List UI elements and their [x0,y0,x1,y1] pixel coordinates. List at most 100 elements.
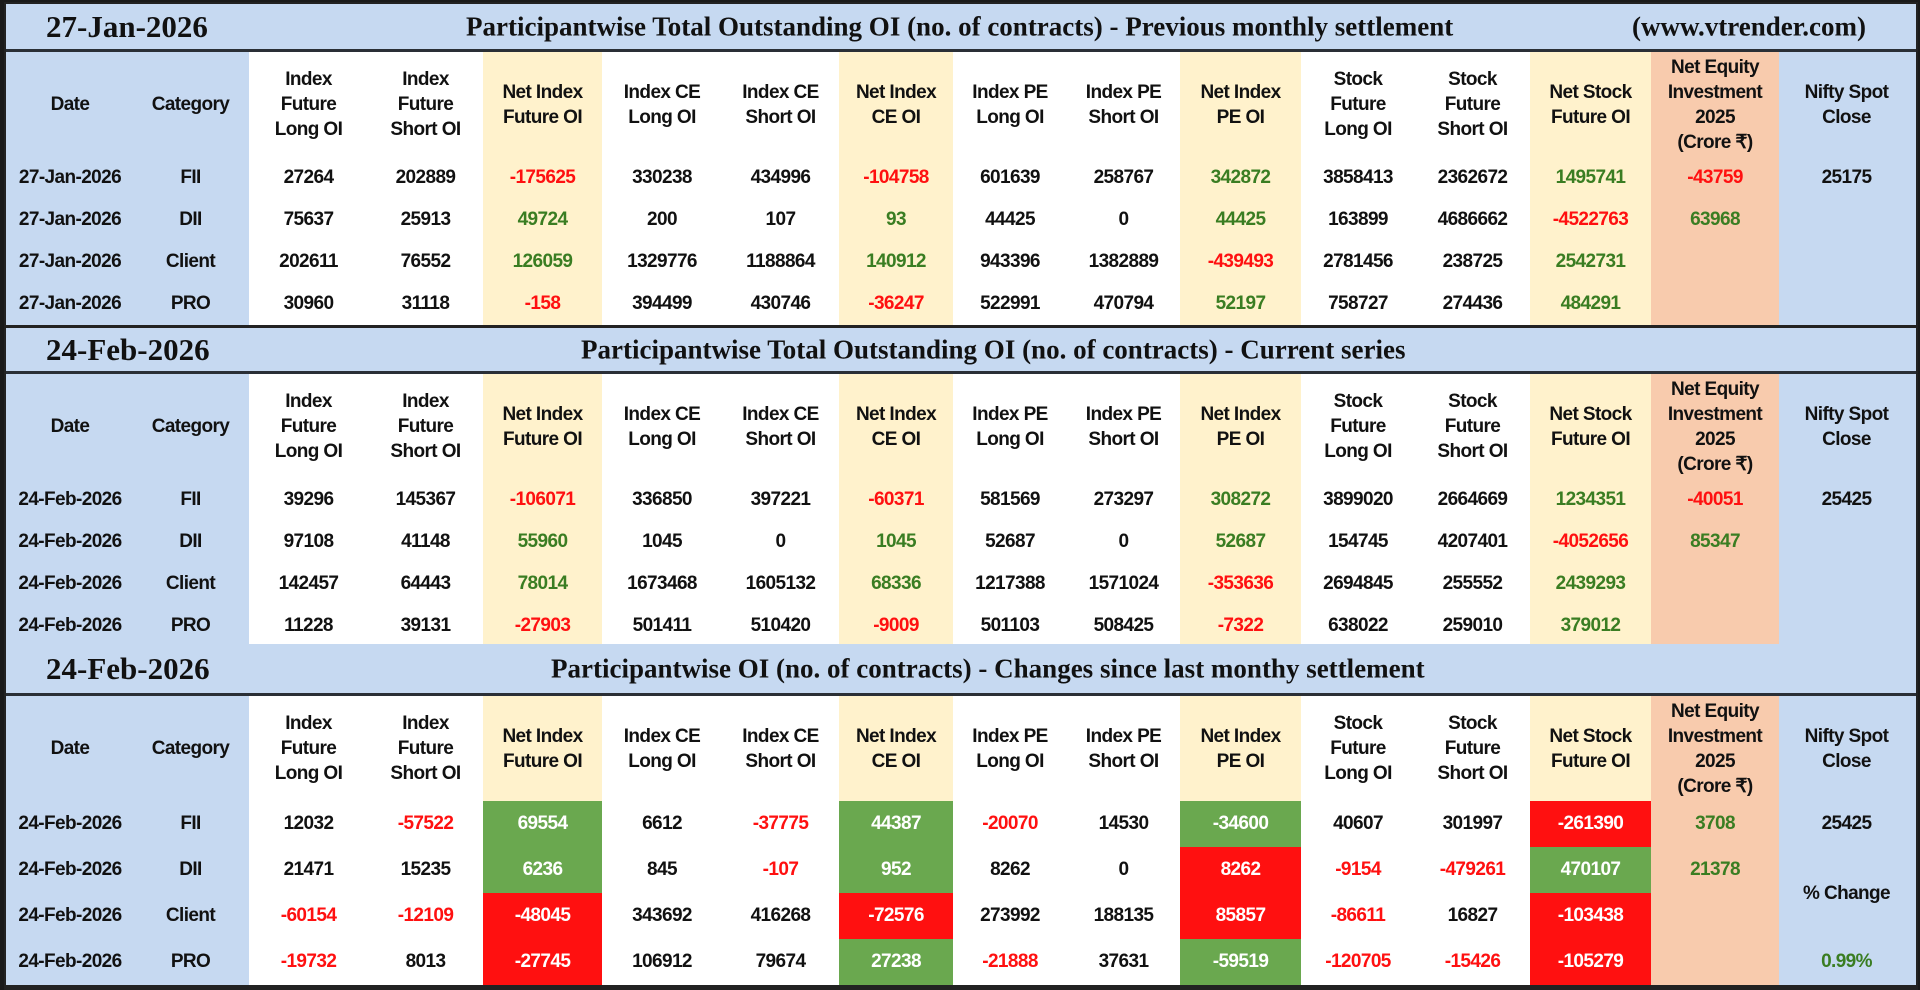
row-category: DII [132,199,249,241]
cell-index-ce-long: 501411 [602,605,722,647]
table-row: 27-Jan-2026 DII 75637 25913 49724 200 107 93 44… [8,199,1914,241]
row-date: 27-Jan-2026 [8,283,132,325]
cell-net-stock-future: -261390 [1530,801,1651,847]
column-header: Net Index Future OI [483,52,602,157]
cell-net-index-pe: 308272 [1180,479,1301,521]
cell-nifty-spot-close: 0.99% [1779,939,1914,985]
cell-nifty-spot-close: 25425 [1779,479,1914,521]
cell-net-index-ce: 952 [839,847,953,893]
row-category: FII [132,801,249,847]
cell-net-equity-investment [1651,241,1779,283]
column-header: Index Future Long OI [249,696,368,801]
column-header: Index Future Short OI [368,52,483,157]
section-date: 24-Feb-2026 [46,331,210,367]
cell-stock-future-long: 40607 [1301,801,1415,847]
section-2: 24-Feb-2026 Participantwise Total Outsta… [6,328,1916,650]
cell-index-pe-short: 258767 [1067,157,1180,199]
cell-stock-future-short: 301997 [1415,801,1530,847]
cell-index-pe-short: 470794 [1067,283,1180,325]
cell-index-pe-short: 508425 [1067,605,1180,647]
cell-index-future-short: 39131 [368,605,483,647]
column-header: Index CE Short OI [722,696,839,801]
cell-index-ce-short: 1605132 [722,563,839,605]
column-header: Index CE Short OI [722,374,839,479]
cell-index-future-long: 30960 [249,283,368,325]
cell-net-index-future: -48045 [483,893,602,939]
cell-stock-future-short: -479261 [1415,847,1530,893]
cell-net-equity-investment [1651,283,1779,325]
row-date: 24-Feb-2026 [8,521,132,563]
cell-index-future-long: 202611 [249,241,368,283]
section-title: Participantwise Total Outstanding OI (no… [581,334,1406,364]
cell-index-ce-long: 343692 [602,893,722,939]
cell-index-future-short: 31118 [368,283,483,325]
column-header: Index PE Short OI [1067,696,1180,801]
cell-net-index-future: -27903 [483,605,602,647]
row-category: FII [132,157,249,199]
cell-index-pe-short: 37631 [1067,939,1180,985]
cell-index-ce-short: -107 [722,847,839,893]
cell-net-index-ce: -36247 [839,283,953,325]
column-header: Category [132,52,249,157]
cell-net-stock-future: 1495741 [1530,157,1651,199]
cell-index-pe-short: 1571024 [1067,563,1180,605]
cell-index-future-short: -57522 [368,801,483,847]
cell-net-equity-investment [1651,563,1779,605]
section-title-bar: 27-Jan-2026 Participantwise Total Outsta… [6,4,1916,52]
cell-index-ce-short: 0 [722,521,839,563]
cell-net-stock-future: 2439293 [1530,563,1651,605]
section-title: Participantwise OI (no. of contracts) - … [551,653,1425,683]
cell-stock-future-short: 238725 [1415,241,1530,283]
column-header: Net Index CE OI [839,52,953,157]
table-row: 27-Jan-2026 PRO 30960 31118 -158 394499 43074… [8,283,1914,325]
cell-index-future-short: 8013 [368,939,483,985]
cell-index-ce-long: 200 [602,199,722,241]
cell-stock-future-long: 638022 [1301,605,1415,647]
cell-stock-future-short: 4207401 [1415,521,1530,563]
cell-net-index-future: 49724 [483,199,602,241]
cell-stock-future-long: 163899 [1301,199,1415,241]
cell-index-pe-long: -20070 [953,801,1067,847]
cell-index-pe-long: 522991 [953,283,1067,325]
cell-index-future-long: 21471 [249,847,368,893]
row-date: 27-Jan-2026 [8,157,132,199]
header-row: Date Category Index Future Long OI Index Fu… [8,52,1914,157]
website-link[interactable]: (www.vtrender.com) [1632,11,1866,41]
cell-index-ce-long: 336850 [602,479,722,521]
cell-nifty-spot-close: 25425 [1779,801,1914,847]
cell-index-ce-long: 1673468 [602,563,722,605]
cell-index-ce-short: -37775 [722,801,839,847]
cell-index-pe-long: 8262 [953,847,1067,893]
column-header: Net Index PE OI [1180,374,1301,479]
column-header: Net Index PE OI [1180,696,1301,801]
column-header: Stock Future Long OI [1301,374,1415,479]
cell-index-pe-long: 501103 [953,605,1067,647]
cell-index-ce-long: 394499 [602,283,722,325]
column-header: Net Index CE OI [839,374,953,479]
cell-index-ce-short: 430746 [722,283,839,325]
cell-nifty-spot-close: 25175 [1779,157,1914,199]
cell-net-index-ce: 1045 [839,521,953,563]
cell-index-pe-long: 1217388 [953,563,1067,605]
cell-net-equity-investment: 85347 [1651,521,1779,563]
column-header: Index CE Short OI [722,52,839,157]
column-header: Index CE Long OI [602,374,722,479]
cell-stock-future-long: -9154 [1301,847,1415,893]
cell-index-ce-short: 434996 [722,157,839,199]
row-date: 27-Jan-2026 [8,241,132,283]
cell-net-index-future: 69554 [483,801,602,847]
cell-net-index-ce: -60371 [839,479,953,521]
column-header: Index Future Short OI [368,696,483,801]
cell-net-index-future: -175625 [483,157,602,199]
column-header: Stock Future Short OI [1415,696,1530,801]
table-row: 27-Jan-2026 FII 27264 202889 -175625 330238 4… [8,157,1914,199]
cell-nifty-spot-close [1779,847,1914,893]
cell-index-pe-short: 14530 [1067,801,1180,847]
row-category: PRO [132,283,249,325]
cell-nifty-spot-close: % Change [1779,883,1914,939]
cell-net-index-future: -27745 [483,939,602,985]
cell-index-future-long: 75637 [249,199,368,241]
cell-index-pe-short: 0 [1067,847,1180,893]
cell-nifty-spot-close [1779,605,1914,647]
cell-index-future-long: 11228 [249,605,368,647]
